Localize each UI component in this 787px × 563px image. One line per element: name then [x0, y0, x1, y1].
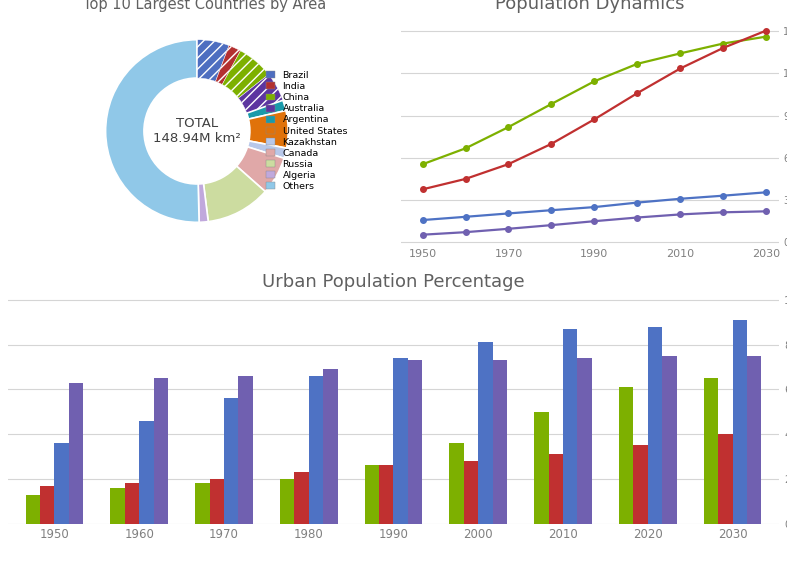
Bar — [69, 383, 83, 524]
Bar — [534, 412, 549, 524]
Bar — [294, 472, 309, 524]
Bar — [493, 360, 507, 524]
Bar — [323, 369, 338, 524]
Legend: Brazil, India, China, Australia, Argentina, United States, Kazakhstan, Canada, R: Brazil, India, China, Australia, Argenti… — [265, 71, 347, 191]
Title: Urban Population Percentage: Urban Population Percentage — [262, 273, 525, 291]
Bar — [449, 443, 464, 524]
Bar — [139, 421, 153, 524]
Bar — [364, 466, 379, 524]
Bar — [379, 466, 394, 524]
Bar — [280, 479, 294, 524]
Bar — [747, 356, 761, 524]
Bar — [563, 329, 578, 524]
Bar — [733, 320, 747, 524]
Bar — [648, 327, 662, 524]
Bar — [26, 494, 40, 524]
Bar — [408, 360, 423, 524]
Title: Population Dynamics: Population Dynamics — [495, 0, 685, 12]
Bar — [110, 488, 125, 524]
Bar — [704, 378, 718, 524]
Wedge shape — [247, 100, 286, 119]
Wedge shape — [204, 166, 265, 222]
Bar — [464, 461, 478, 524]
Text: TOTAL
148.94M km²: TOTAL 148.94M km² — [153, 117, 241, 145]
Wedge shape — [197, 40, 229, 82]
Wedge shape — [249, 110, 288, 148]
Bar — [209, 479, 224, 524]
Bar — [40, 485, 54, 524]
Bar — [54, 443, 69, 524]
Wedge shape — [198, 184, 209, 222]
Bar — [619, 387, 634, 524]
Bar — [153, 378, 168, 524]
Bar — [718, 434, 733, 524]
Bar — [195, 483, 209, 524]
Bar — [224, 398, 238, 524]
Wedge shape — [105, 40, 199, 222]
Bar — [394, 358, 408, 524]
Bar — [309, 376, 323, 524]
Wedge shape — [237, 147, 284, 191]
Bar — [549, 454, 563, 524]
Wedge shape — [247, 141, 286, 158]
Bar — [125, 483, 139, 524]
Bar — [662, 356, 677, 524]
Wedge shape — [222, 51, 268, 98]
Bar — [578, 358, 592, 524]
Wedge shape — [238, 74, 283, 113]
Bar — [478, 342, 493, 524]
Bar — [238, 376, 253, 524]
Wedge shape — [216, 46, 241, 84]
Text: Top 10 Largest Countries by Area: Top 10 Largest Countries by Area — [83, 0, 326, 12]
Bar — [634, 445, 648, 524]
